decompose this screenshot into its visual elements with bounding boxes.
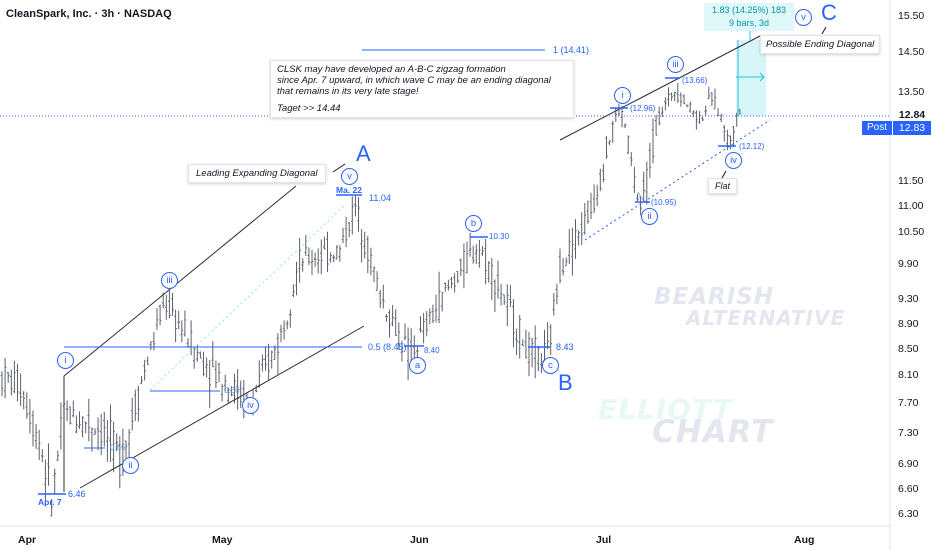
- time-tick-label: Jul: [596, 534, 612, 546]
- wave-5-label: v: [341, 168, 358, 185]
- watermark-chart: CHART: [652, 414, 774, 450]
- price-tick-label: 14.50: [898, 46, 925, 58]
- ending-diagonal-upper: [559, 35, 761, 141]
- pivot-646-label: 6.46: [68, 489, 86, 499]
- wave-B-label: B: [558, 370, 573, 395]
- note-line-3: that remains in its very late stage!: [277, 86, 419, 97]
- time-tick-label: Apr: [18, 534, 37, 546]
- pointer-leading: [332, 163, 346, 173]
- time-tick-label: May: [212, 534, 233, 546]
- watermark-bearish: BEARISH: [654, 284, 775, 310]
- last-price-tag: 12.84: [893, 108, 931, 122]
- pivot-840-label: 8.40: [424, 346, 440, 355]
- fib-1-label: 1 (14.41): [553, 45, 590, 55]
- note-line-1: CLSK may have developed an A-B-C zigzag …: [277, 64, 506, 75]
- price-tick-label: 10.50: [898, 226, 925, 238]
- price-tick-label: 7.30: [898, 427, 919, 439]
- pointer-ending: [821, 26, 827, 35]
- measure-label: 1.83 (14.25%) 183 9 bars, 3d: [704, 3, 794, 31]
- time-tick-label: Aug: [794, 534, 815, 546]
- fib-05-label: 0.5 (8.45): [368, 342, 407, 352]
- price-tick-label: 6.30: [898, 508, 919, 520]
- wave-1-label: i: [57, 352, 74, 369]
- price-tick-label: 9.90: [898, 258, 919, 270]
- wave-a-inner-dotted: [149, 204, 346, 391]
- price-tick-label: 9.30: [898, 293, 919, 305]
- leading-diagonal-upper: [63, 185, 297, 377]
- pivot-1095-label: (10.95): [651, 198, 677, 207]
- post-price-tag: 12.83: [893, 121, 931, 135]
- price-tick-label: 13.50: [898, 86, 925, 98]
- candle-series: [0, 82, 742, 517]
- wave-a-label: a: [409, 357, 426, 374]
- pivot-843-label: 8.43: [556, 342, 574, 352]
- flat-note[interactable]: Flat: [708, 178, 738, 194]
- ending-diagonal-lower: [584, 119, 771, 241]
- pivot-apr7-label: Apr. 7: [38, 497, 62, 507]
- pivot-1212-label: (12.12): [739, 142, 765, 151]
- price-tick-label: 8.50: [898, 343, 919, 355]
- wave-b-label: b: [465, 215, 482, 232]
- ending-diagonal-note[interactable]: Possible Ending Diagonal: [760, 35, 881, 54]
- post-label: Post: [862, 121, 892, 135]
- note-line-target: Taget >> 14.44: [277, 103, 341, 114]
- watermark-elliott: ELLIOTT: [598, 393, 733, 426]
- fib-066-label: 0.66: [224, 386, 240, 395]
- pointer-flat: [721, 170, 727, 179]
- price-tick-label: 6.90: [898, 458, 919, 470]
- wave-4-label: iv: [242, 397, 259, 414]
- measure-line-2: 9 bars, 3d: [728, 18, 770, 28]
- analysis-note[interactable]: CLSK may have developed an A-B-C zigzag …: [270, 60, 574, 118]
- price-tick-label: 8.10: [898, 369, 919, 381]
- wave-i-label: i: [614, 87, 631, 104]
- pivot-1296-label: (12.96): [630, 104, 656, 113]
- note-line-2: since Apr. 7 upward, in which wave C may…: [277, 75, 551, 86]
- wave-iv-label: iv: [725, 152, 742, 169]
- wave-C-label: C: [821, 0, 837, 25]
- price-tick-label: 8.90: [898, 318, 919, 330]
- price-tick-label: 7.70: [898, 397, 919, 409]
- price-tick-label: 15.50: [898, 10, 925, 22]
- wave-v-label: v: [795, 9, 812, 26]
- price-tick-label: 11.00: [898, 200, 924, 212]
- chart-title: CleanSpark, Inc. · 3h · NASDAQ: [6, 8, 172, 20]
- pointer-ii: [637, 191, 644, 201]
- watermark-alternative: ALTERNATIVE: [686, 306, 846, 330]
- wave-A-label: A: [356, 141, 371, 166]
- pivot-ma22-label: Ma. 22: [336, 185, 362, 195]
- fib-065-label: 0.65: [110, 443, 126, 452]
- price-tick-label: 6.60: [898, 483, 919, 495]
- wave-3-label: iii: [161, 272, 178, 289]
- measure-arrowhead: [759, 72, 765, 82]
- pivot-1030-label: 10.30: [489, 232, 510, 241]
- measure-line-1: 1.83 (14.25%) 183: [711, 5, 787, 15]
- price-tick-label: 11.50: [898, 175, 924, 187]
- wave-ii-label: ii: [641, 208, 658, 225]
- pivot-1104-label: 11.04: [369, 193, 391, 203]
- wave-c-label: c: [542, 357, 559, 374]
- wave-2-label: ii: [122, 457, 139, 474]
- wave-iii-label: iii: [667, 56, 684, 73]
- pivot-1366-label: (13.66): [682, 76, 708, 85]
- time-tick-label: Jun: [410, 534, 429, 546]
- leading-diagonal-note[interactable]: Leading Expanding Diagonal: [188, 164, 326, 183]
